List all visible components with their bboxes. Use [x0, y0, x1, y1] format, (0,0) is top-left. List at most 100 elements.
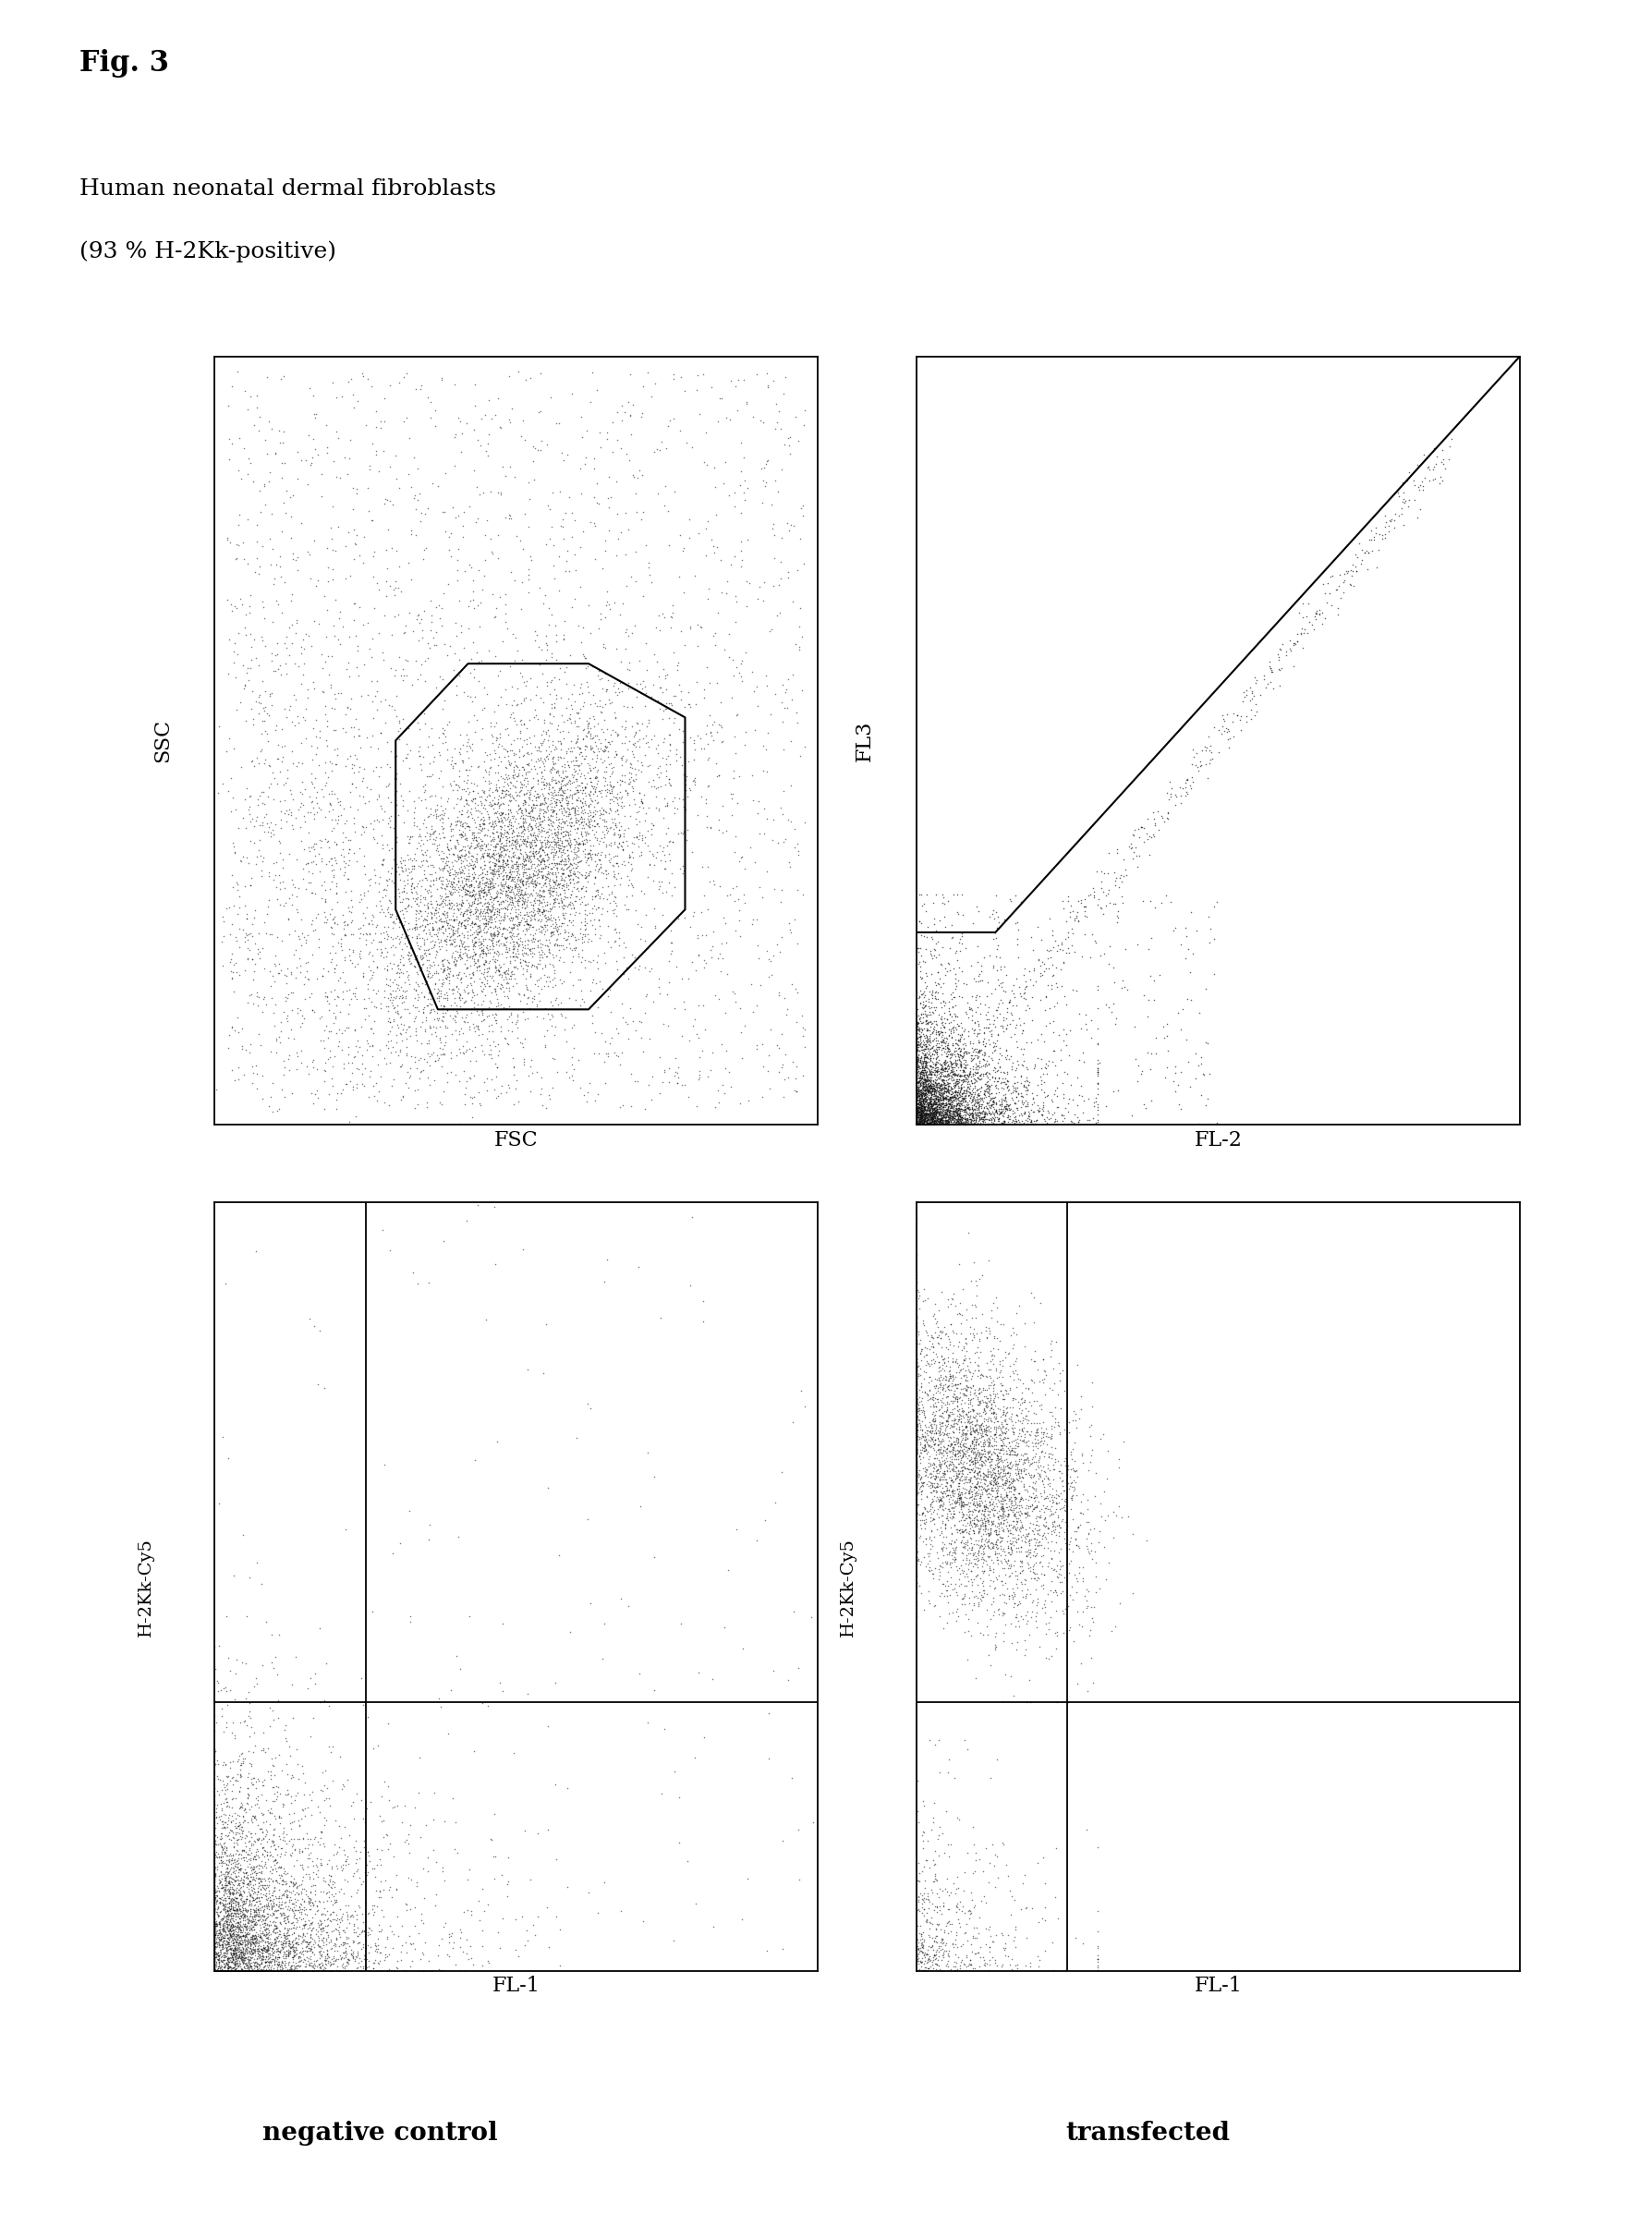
Point — [910, 1926, 937, 1962]
Point — [705, 802, 732, 837]
Point — [985, 1499, 1011, 1534]
Point — [249, 664, 276, 699]
Point — [1008, 1508, 1034, 1543]
Point — [966, 1443, 993, 1479]
Point — [996, 1492, 1023, 1528]
Point — [258, 804, 284, 840]
Point — [991, 1065, 1018, 1100]
Point — [971, 1078, 998, 1114]
Point — [945, 1065, 971, 1100]
Point — [552, 835, 578, 871]
Point — [545, 987, 572, 1022]
Point — [496, 931, 522, 967]
Point — [948, 1047, 975, 1082]
Point — [446, 855, 472, 891]
Point — [942, 1454, 968, 1490]
Point — [525, 728, 552, 764]
Point — [914, 1047, 940, 1082]
Point — [494, 846, 520, 882]
Point — [961, 1434, 988, 1470]
Point — [905, 1098, 932, 1134]
Point — [557, 853, 583, 889]
Point — [909, 1078, 935, 1114]
Point — [230, 1840, 256, 1875]
Point — [352, 900, 378, 935]
Point — [472, 764, 499, 799]
Point — [601, 695, 628, 730]
Point — [1084, 1051, 1110, 1087]
Point — [558, 877, 585, 913]
Point — [286, 1888, 312, 1924]
Point — [923, 1098, 950, 1134]
Point — [515, 808, 542, 844]
Point — [489, 824, 515, 860]
Point — [971, 1016, 998, 1051]
Point — [1090, 935, 1117, 971]
Point — [208, 1831, 235, 1866]
Point — [966, 1399, 993, 1434]
Point — [443, 822, 469, 857]
Point — [1016, 953, 1042, 989]
Point — [927, 1911, 953, 1946]
Point — [914, 1105, 940, 1140]
Point — [923, 1080, 950, 1116]
Point — [932, 1098, 958, 1134]
Point — [433, 886, 459, 922]
Point — [912, 1091, 938, 1127]
Point — [1066, 904, 1092, 940]
Point — [596, 681, 623, 717]
Point — [1234, 673, 1260, 708]
Point — [985, 1479, 1011, 1514]
Point — [202, 1713, 228, 1748]
Point — [459, 904, 486, 940]
Point — [957, 1479, 983, 1514]
Point — [1008, 1102, 1034, 1138]
Point — [910, 1069, 937, 1105]
Point — [999, 1330, 1026, 1365]
Point — [550, 653, 577, 688]
Point — [466, 895, 492, 931]
Point — [1161, 788, 1188, 824]
Point — [919, 1552, 945, 1588]
Point — [248, 1853, 274, 1888]
Point — [1066, 1078, 1092, 1114]
Point — [246, 1811, 273, 1846]
Point — [401, 1000, 428, 1036]
Point — [514, 775, 540, 811]
Point — [943, 1091, 970, 1127]
Point — [641, 365, 667, 401]
Point — [905, 1102, 932, 1138]
Point — [1095, 989, 1122, 1024]
Point — [925, 1361, 952, 1396]
Point — [965, 1098, 991, 1134]
Point — [423, 813, 449, 848]
Point — [458, 842, 484, 877]
Point — [920, 1098, 947, 1134]
Point — [912, 1503, 938, 1539]
Point — [266, 1617, 292, 1652]
Point — [289, 1871, 316, 1906]
Point — [942, 1107, 968, 1142]
Point — [216, 1902, 243, 1937]
Point — [950, 1436, 976, 1472]
Point — [729, 425, 755, 461]
Point — [216, 1897, 243, 1933]
Point — [970, 1370, 996, 1405]
Point — [312, 900, 339, 935]
Point — [289, 998, 316, 1033]
Point — [287, 1886, 314, 1922]
Point — [917, 1107, 943, 1142]
Point — [572, 835, 598, 871]
Point — [948, 1407, 975, 1443]
Point — [439, 1779, 466, 1815]
Point — [904, 1508, 930, 1543]
Point — [983, 1022, 1009, 1058]
Point — [474, 926, 501, 962]
Point — [506, 866, 532, 902]
Point — [968, 1056, 995, 1091]
Point — [943, 1421, 970, 1456]
Point — [922, 1459, 948, 1494]
Point — [910, 1098, 937, 1134]
Point — [907, 1085, 933, 1120]
Point — [539, 690, 565, 726]
